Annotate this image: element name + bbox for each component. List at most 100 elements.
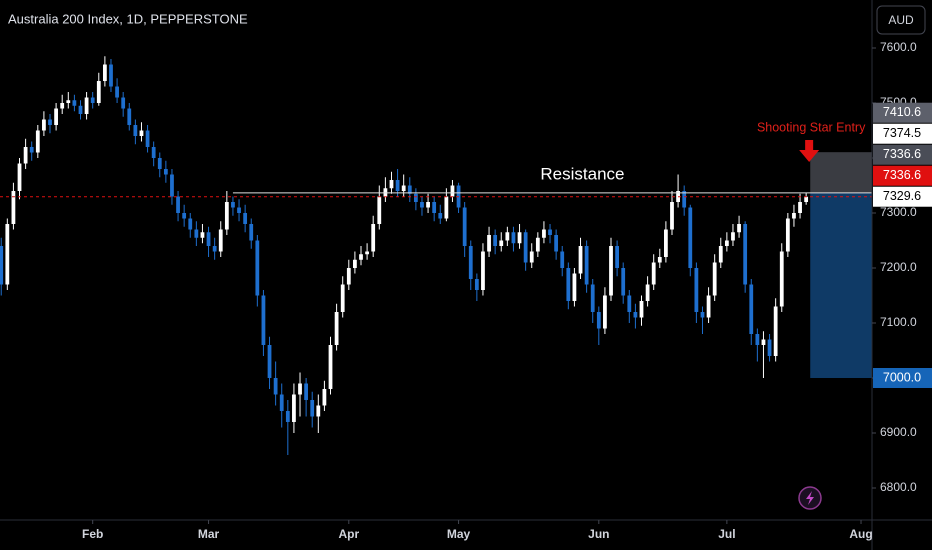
candle-body	[462, 207, 467, 247]
candle-body	[615, 246, 619, 269]
currency[interactable]: AUD	[888, 13, 914, 27]
candle-body	[346, 268, 351, 285]
candle-body	[78, 105, 83, 115]
candle-body	[322, 388, 327, 406]
candle-body	[566, 268, 571, 302]
price-label-box	[873, 367, 932, 388]
candle-body	[170, 174, 174, 197]
candle-body	[694, 268, 699, 312]
candle-body	[188, 218, 193, 230]
candle-body	[353, 259, 357, 269]
candle-body	[413, 193, 418, 203]
price-label: 7329.6	[883, 189, 921, 203]
candle-body	[249, 224, 254, 241]
candle-body	[218, 229, 223, 252]
y-tick-label: 6800.0	[880, 480, 917, 494]
price-label-box	[873, 165, 932, 186]
candle-body	[121, 97, 126, 109]
candle-body	[35, 130, 40, 153]
candle-body	[176, 196, 180, 214]
candle-body	[481, 251, 485, 291]
candle-body	[749, 284, 754, 334]
price-label: 7000.0	[883, 370, 921, 384]
candle-body	[298, 383, 302, 395]
candles	[0, 56, 809, 455]
price-label: 7410.6	[883, 105, 921, 119]
price-label-box	[873, 144, 932, 165]
candle-body	[639, 301, 644, 318]
candle-body	[712, 262, 717, 296]
candle-body	[664, 229, 668, 258]
position-reward	[810, 192, 872, 378]
position-risk	[810, 152, 872, 193]
candle-body	[29, 147, 34, 153]
x-tick-label: Mar	[198, 527, 220, 541]
candle-body	[206, 232, 211, 247]
candle-body	[145, 130, 150, 148]
candle-body	[340, 284, 345, 312]
candle-body	[645, 284, 650, 302]
candle-body	[609, 246, 613, 296]
price-label-box	[873, 186, 932, 207]
candle-body	[395, 180, 400, 192]
candle-body	[72, 100, 77, 106]
candle-body	[468, 246, 473, 280]
candle-body	[603, 295, 607, 329]
candle-body	[572, 273, 577, 302]
candle-body	[627, 295, 632, 312]
candle-body	[493, 235, 498, 247]
candle-body	[542, 229, 546, 238]
candle-body	[548, 229, 552, 236]
overlay: Resistance Shooting Star Entry	[0, 120, 872, 198]
candle-body	[5, 224, 10, 285]
candle-body	[426, 202, 430, 208]
candle-body	[182, 213, 187, 219]
candle-body	[505, 232, 510, 241]
candle-body	[84, 97, 89, 115]
candle-body	[267, 344, 272, 378]
x-tick-label: Feb	[82, 527, 103, 541]
x-tick-label: Jul	[718, 527, 735, 541]
candle-body	[487, 235, 491, 252]
candle-body	[0, 246, 4, 285]
candle-body	[718, 246, 723, 263]
candle-body	[212, 246, 217, 252]
axes: 6800.06900.07000.07100.07200.07300.07400…	[82, 40, 932, 541]
candle-body	[743, 224, 748, 285]
candle-body	[273, 377, 278, 395]
candle-body	[11, 191, 16, 225]
candle-body	[377, 196, 382, 225]
candle-body	[389, 180, 394, 189]
candle-body	[42, 119, 46, 131]
candle-body	[737, 224, 741, 233]
candle-body	[133, 125, 138, 137]
y-tick-label: 7200.0	[880, 260, 917, 274]
candle-body	[255, 240, 260, 296]
candle-body	[224, 202, 229, 230]
x-tick-label: May	[447, 527, 471, 541]
y-tick-label: 6900.0	[880, 425, 917, 439]
x-tick-label: Aug	[849, 527, 872, 541]
price-label: 7336.6	[883, 168, 921, 182]
candle-body	[761, 339, 766, 345]
candle-body	[554, 235, 559, 252]
candle-body	[438, 213, 443, 219]
candle-body	[450, 185, 455, 197]
candle-body	[785, 218, 790, 252]
candle-body	[499, 240, 504, 247]
candle-body	[17, 163, 22, 192]
candle-body	[334, 312, 339, 345]
candle-body	[157, 158, 162, 170]
candle-body	[279, 394, 284, 411]
candle-body	[139, 130, 144, 137]
candle-body	[584, 246, 589, 285]
currency-button[interactable]	[876, 5, 926, 35]
price-label-box	[873, 123, 932, 144]
lightning-icon[interactable]	[798, 486, 822, 510]
candle-body	[779, 251, 784, 307]
candle-body	[517, 232, 522, 244]
candle-body	[261, 295, 266, 345]
candle-body	[804, 196, 809, 203]
candle-body	[670, 202, 674, 230]
